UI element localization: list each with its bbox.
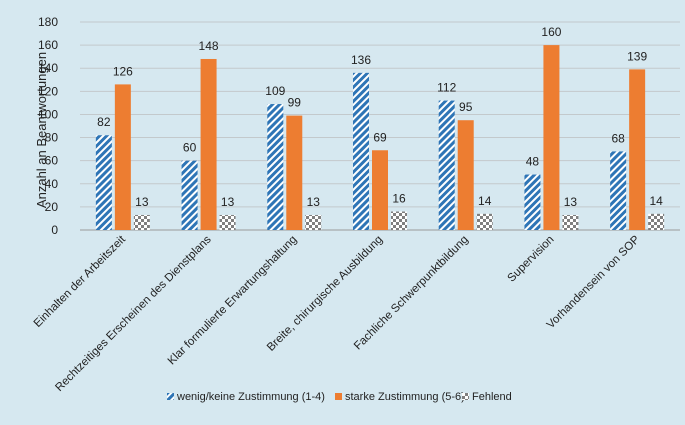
y-axis-ticks: 0 20 40 60 80 100 120 140 160 180 — [38, 15, 58, 237]
bar — [219, 214, 236, 230]
y-tick-label: 120 — [38, 84, 58, 98]
y-tick-label: 20 — [45, 200, 59, 214]
bar — [267, 104, 284, 230]
bars — [95, 45, 665, 231]
y-tick-label: 0 — [51, 223, 58, 237]
data-label: 13 — [564, 195, 578, 209]
bar — [648, 213, 665, 230]
y-tick-label: 40 — [45, 177, 59, 191]
data-label: 69 — [373, 130, 387, 144]
data-label: 60 — [183, 141, 197, 155]
data-label: 13 — [221, 195, 235, 209]
bar — [372, 150, 388, 230]
bar — [200, 58, 217, 230]
bar — [133, 214, 150, 230]
bar — [610, 151, 627, 230]
bar — [524, 174, 541, 230]
data-label: 109 — [265, 84, 285, 98]
data-label: 13 — [135, 195, 149, 209]
category-label: Einhalten der Arbeitszeit — [32, 233, 129, 330]
data-label: 136 — [351, 53, 371, 67]
data-label: 14 — [649, 194, 663, 208]
bar — [476, 213, 493, 230]
bar — [181, 160, 198, 230]
legend-label: Fehlend — [472, 391, 512, 403]
y-tick-label: 100 — [38, 107, 58, 121]
legend: wenig/keine Zustimmung (1-4) starke Zusti… — [167, 391, 512, 403]
bar — [391, 211, 407, 230]
data-label: 112 — [437, 81, 456, 95]
data-label: 126 — [113, 64, 133, 78]
y-tick-label: 160 — [38, 38, 58, 52]
data-label: 148 — [199, 39, 219, 53]
data-label: 95 — [459, 100, 473, 114]
data-label: 139 — [627, 49, 647, 63]
y-tick-label: 60 — [45, 154, 59, 168]
data-label: 13 — [307, 195, 321, 209]
bar — [305, 214, 322, 230]
bar — [438, 100, 455, 230]
bar — [543, 45, 560, 230]
y-tick-label: 80 — [45, 131, 59, 145]
data-label: 160 — [541, 25, 561, 39]
legend-swatch — [335, 393, 342, 400]
y-tick-label: 140 — [38, 61, 58, 75]
data-label: 16 — [392, 192, 406, 206]
data-label: 14 — [478, 194, 492, 208]
legend-label: wenig/keine Zustimmung (1-4) — [176, 391, 325, 403]
data-label: 82 — [97, 115, 111, 129]
y-axis-label: Anzahl an Beantwortungen — [34, 52, 49, 208]
bar — [114, 84, 131, 231]
data-label: 48 — [526, 155, 540, 169]
category-label: Supervision — [506, 234, 557, 285]
data-label: 68 — [611, 131, 625, 145]
bar — [353, 72, 369, 230]
category-label: Rechtzeitiges Erscheinen des Dienstplans — [53, 233, 214, 394]
bar — [562, 214, 579, 230]
bar — [629, 69, 646, 230]
legend-label: starke Zustimmung (5-6) — [345, 391, 465, 403]
bar — [95, 135, 112, 230]
legend-swatch — [462, 393, 469, 400]
y-tick-label: 180 — [38, 15, 58, 29]
legend-swatch — [167, 393, 174, 400]
bar — [457, 120, 474, 230]
gridlines — [80, 21, 680, 231]
bar — [286, 115, 303, 230]
category-label: Vorhandensein von SOP — [545, 233, 643, 331]
data-label: 99 — [288, 96, 302, 110]
